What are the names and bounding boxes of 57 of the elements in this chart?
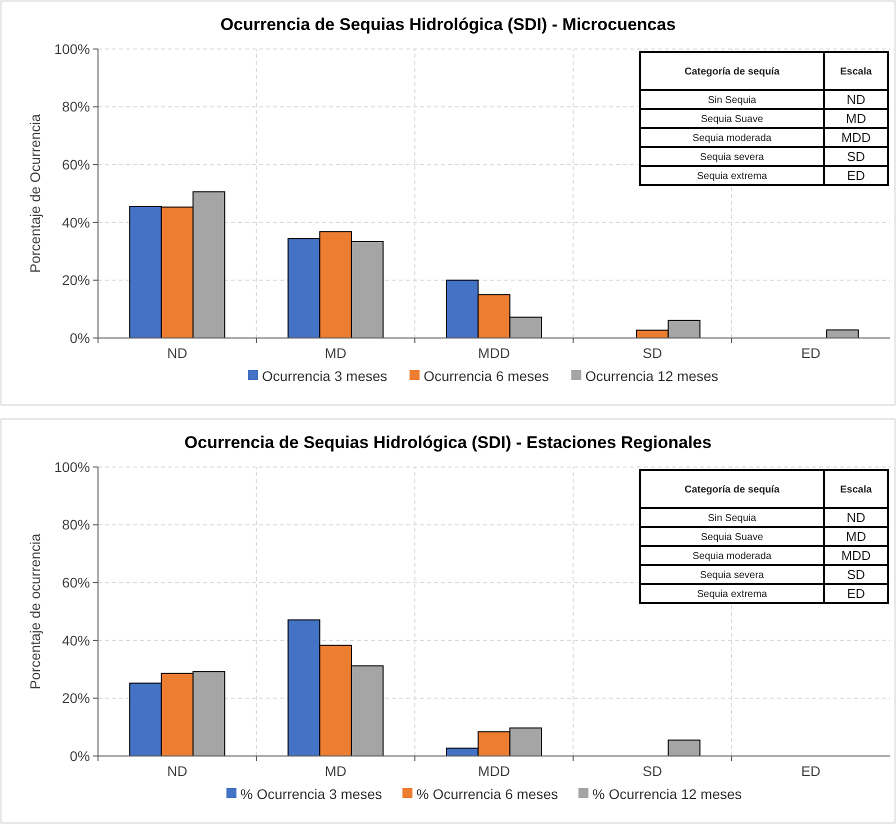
x-tick-label: ND	[167, 763, 188, 779]
annotation: Categoría de sequía	[684, 484, 780, 496]
annotation: Sequia extrema	[696, 589, 768, 600]
annotation: MDD	[841, 130, 871, 146]
chart-title: Ocurrencia de Sequias Hidrológica (SDI) - Estaciones Regionales	[184, 433, 712, 452]
chart-title: Ocurrencia de Sequias Hidrológica (SDI) - Microcuencas	[220, 15, 676, 34]
annotation: Sequia Suave	[700, 532, 764, 543]
annotation: Sequia severa	[700, 152, 764, 163]
x-tick-label: MDD	[478, 345, 510, 361]
annotation: ED	[846, 168, 866, 184]
annotation: MD	[846, 111, 866, 126]
legend-label: Ocurrencia 6 meses	[424, 368, 549, 384]
annotation: MD	[846, 529, 866, 544]
y-axis-title: Porcentaje de ocurrencia	[27, 533, 43, 690]
y-tick-label: 40%	[62, 214, 90, 230]
annotation: Sequia moderada	[692, 551, 772, 562]
x-tick-label: ED	[801, 763, 821, 779]
y-tick-label: 0%	[70, 330, 90, 346]
x-tick-label: MD	[324, 345, 346, 361]
x-tick-label: MD	[324, 763, 346, 779]
legend-label: % Ocurrencia 6 meses	[416, 786, 558, 802]
x-tick-label: ED	[801, 345, 821, 361]
annotation: Sin Sequia	[708, 95, 757, 106]
annotation: ED	[846, 586, 866, 602]
y-tick-label: 40%	[62, 632, 90, 648]
x-tick-label: SD	[642, 763, 662, 779]
bar	[668, 740, 700, 756]
legend-label: Ocurrencia 3 meses	[262, 368, 388, 384]
x-tick-label: MDD	[478, 763, 510, 779]
annotation: Sequia Suave	[700, 114, 764, 125]
annotation: ND	[846, 92, 866, 108]
annotation: SD	[846, 567, 866, 582]
y-tick-label: 100%	[54, 458, 90, 475]
annotation: Escala	[840, 66, 872, 78]
y-tick-label: 100%	[54, 40, 90, 57]
annotation: Escala	[840, 484, 872, 496]
annotation: Categoría de sequía	[684, 66, 780, 78]
annotation: Sequia extrema	[696, 171, 768, 182]
y-tick-label: 20%	[62, 272, 90, 288]
y-tick-label: 20%	[62, 690, 90, 706]
y-tick-label: 80%	[62, 516, 90, 533]
y-tick-label: 60%	[62, 156, 90, 172]
x-tick-label: ND	[167, 345, 188, 361]
annotation: SD	[846, 149, 866, 164]
annotation: Sequia moderada	[692, 133, 772, 144]
y-tick-label: 60%	[62, 574, 90, 590]
annotation: MDD	[841, 548, 871, 564]
legend-label: Ocurrencia 12 meses	[585, 368, 718, 384]
x-tick-label: SD	[642, 345, 662, 361]
annotation: ND	[846, 510, 866, 526]
annotation: Sin Sequia	[708, 513, 757, 524]
y-tick-label: 0%	[70, 748, 90, 764]
legend-label: % Ocurrencia 12 meses	[592, 786, 742, 802]
legend-label: % Ocurrencia 3 meses	[240, 786, 382, 802]
annotation: Sequia severa	[700, 570, 764, 581]
y-tick-label: 80%	[62, 98, 90, 115]
y-axis-title: Porcentaje de Ocurrencia	[27, 114, 43, 273]
